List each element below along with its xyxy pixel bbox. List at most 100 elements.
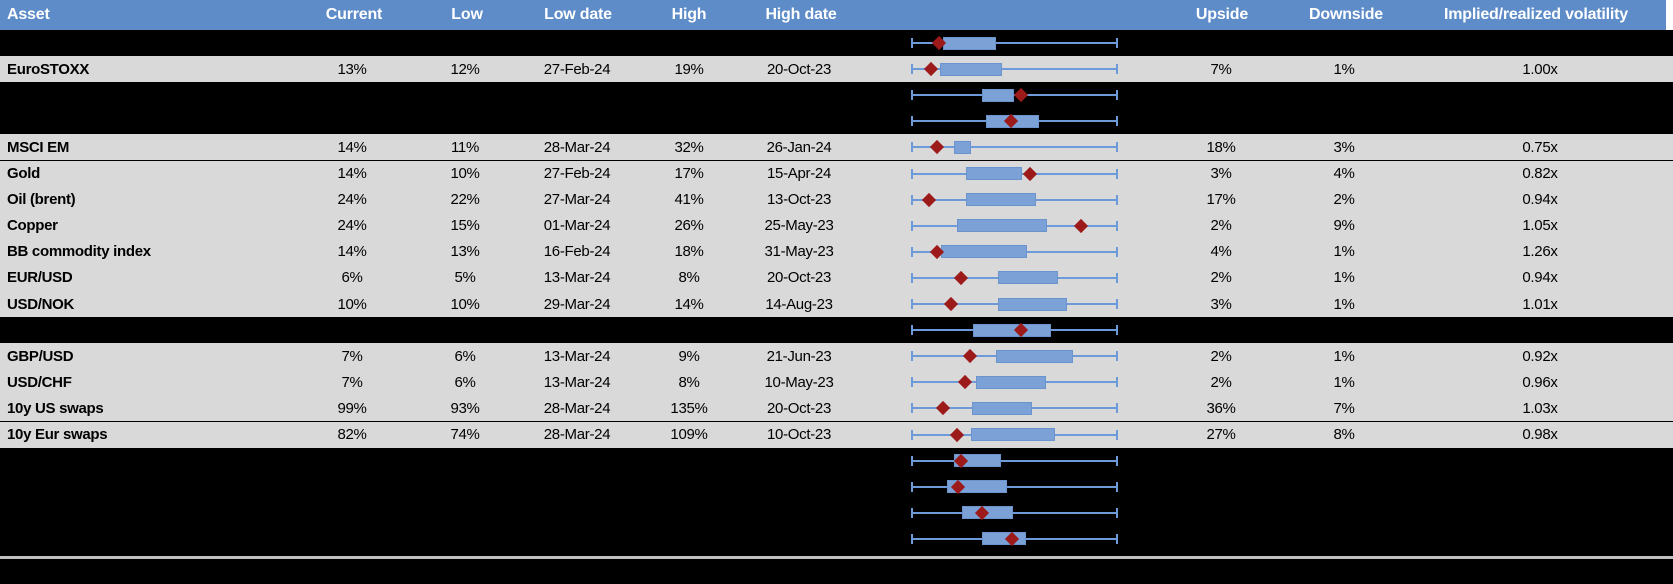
asset-row: EUR/USD 6% 5% 13-Mar-24 8% 20-Oct-23 2% 1% 0.94x <box>0 264 1673 291</box>
diamond-marker-icon <box>921 192 937 207</box>
upside-cell: 7% <box>1210 60 1232 78</box>
asset-name-cell: EuroSTOXX <box>7 60 90 78</box>
whisker-cap-left <box>911 403 913 414</box>
high-cell: 8% <box>678 269 700 287</box>
whisker-cap-left <box>911 142 913 153</box>
whisker-cap-left <box>911 533 913 544</box>
implied-realized-cell: 0.94x <box>1522 191 1558 209</box>
current-cell: 7% <box>341 373 363 391</box>
downside-cell: 9% <box>1333 217 1355 235</box>
whisker-cap-right <box>1116 142 1118 153</box>
iqr-box <box>965 193 1037 207</box>
downside-cell: 1% <box>1333 347 1355 365</box>
iqr-box <box>998 271 1058 285</box>
high-date-cell: 26-Jan-24 <box>766 138 832 156</box>
diamond-marker-icon <box>950 427 965 442</box>
diamond-marker-icon <box>1023 166 1038 181</box>
range-boxplot <box>810 82 1125 108</box>
high-cell: 8% <box>678 373 700 391</box>
low-cell: 11% <box>450 138 479 156</box>
diamond-marker-icon <box>943 296 959 312</box>
range-boxplot <box>810 161 1125 187</box>
whisker-cap-left <box>911 299 913 310</box>
whisker-line <box>912 68 1117 71</box>
downside-cell: 1% <box>1333 295 1355 313</box>
redacted-row <box>0 525 1673 552</box>
implied-realized-cell: 0.75x <box>1522 138 1558 156</box>
diamond-marker-icon <box>1013 88 1029 103</box>
asset-name-cell: USD/NOK <box>7 295 75 313</box>
whisker-cap-right <box>1116 325 1118 336</box>
whisker-cap-right <box>1116 38 1118 49</box>
high-cell: 135% <box>670 399 708 417</box>
diamond-marker-icon <box>953 270 969 286</box>
high-date-cell: 20-Oct-23 <box>767 269 831 287</box>
low-date-cell: 27-Feb-24 <box>543 60 611 78</box>
iqr-box <box>981 88 1015 102</box>
downside-cell: 4% <box>1333 165 1355 183</box>
low-cell: 10% <box>450 295 480 313</box>
whisker-line <box>912 485 1117 488</box>
whisker-cap-right <box>1116 351 1118 362</box>
iqr-box <box>942 36 997 50</box>
col-header-upside: Upside <box>1195 6 1249 23</box>
range-boxplot <box>810 213 1125 239</box>
high-date-cell: 13-Oct-23 <box>767 191 831 209</box>
low-cell: 12% <box>450 60 480 78</box>
iqr-box <box>998 297 1067 311</box>
whisker-cap-left <box>911 38 913 49</box>
whisker-cap-right <box>1116 220 1118 231</box>
whisker-line <box>912 511 1117 514</box>
diamond-marker-icon <box>929 140 945 155</box>
downside-cell: 1% <box>1333 243 1355 261</box>
high-date-cell: 25-May-23 <box>764 217 834 235</box>
redacted-row <box>0 499 1673 526</box>
whisker-cap-right <box>1116 533 1118 544</box>
current-cell: 24% <box>337 191 367 209</box>
header-right-gap <box>1666 0 1673 30</box>
iqr-box <box>957 219 1048 233</box>
asset-name-cell: Copper <box>7 217 58 235</box>
whisker-cap-left <box>911 377 913 388</box>
range-boxplot <box>810 108 1125 134</box>
whisker-cap-left <box>911 272 913 283</box>
range-boxplot <box>810 474 1125 500</box>
current-cell: 14% <box>337 243 367 261</box>
range-boxplot <box>810 526 1125 552</box>
asset-row: MSCI EM 14% 11% 28-Mar-24 32% 26-Jan-24 18% 3% 0… <box>0 134 1673 161</box>
low-cell: 6% <box>454 347 476 365</box>
high-cell: 19% <box>674 60 704 78</box>
whisker-cap-left <box>911 220 913 231</box>
redacted-row <box>0 317 1673 344</box>
redacted-row <box>0 447 1673 474</box>
iqr-box <box>973 323 1051 337</box>
range-boxplot <box>810 30 1125 56</box>
implied-realized-cell: 1.01x <box>1522 295 1558 313</box>
col-header-current: Current <box>325 6 383 23</box>
current-cell: 14% <box>337 138 367 156</box>
whisker-cap-right <box>1116 299 1118 310</box>
range-boxplot <box>810 291 1125 317</box>
upside-cell: 27% <box>1206 426 1236 444</box>
downside-cell: 3% <box>1333 138 1355 156</box>
low-date-cell: 29-Mar-24 <box>543 295 611 313</box>
col-header-asset: Asset <box>7 6 50 23</box>
downside-cell: 7% <box>1333 399 1355 417</box>
whisker-cap-right <box>1116 116 1118 127</box>
iqr-box <box>971 428 1056 442</box>
upside-cell: 17% <box>1206 191 1236 209</box>
range-boxplot <box>810 500 1125 526</box>
whisker-cap-left <box>911 481 913 492</box>
low-cell: 22% <box>450 191 480 209</box>
col-header-high: High <box>671 6 707 23</box>
high-date-cell: 14-Aug-23 <box>765 295 833 313</box>
asset-row: 10y US swaps 99% 93% 28-Mar-24 135% 20-Oct-23… <box>0 395 1673 422</box>
low-cell: 5% <box>454 269 476 287</box>
whisker-cap-right <box>1116 403 1118 414</box>
range-boxplot <box>810 187 1125 213</box>
whisker-cap-left <box>911 507 913 518</box>
whisker-cap-left <box>911 325 913 336</box>
whisker-cap-right <box>1116 377 1118 388</box>
bottom-black-band <box>0 552 1673 584</box>
